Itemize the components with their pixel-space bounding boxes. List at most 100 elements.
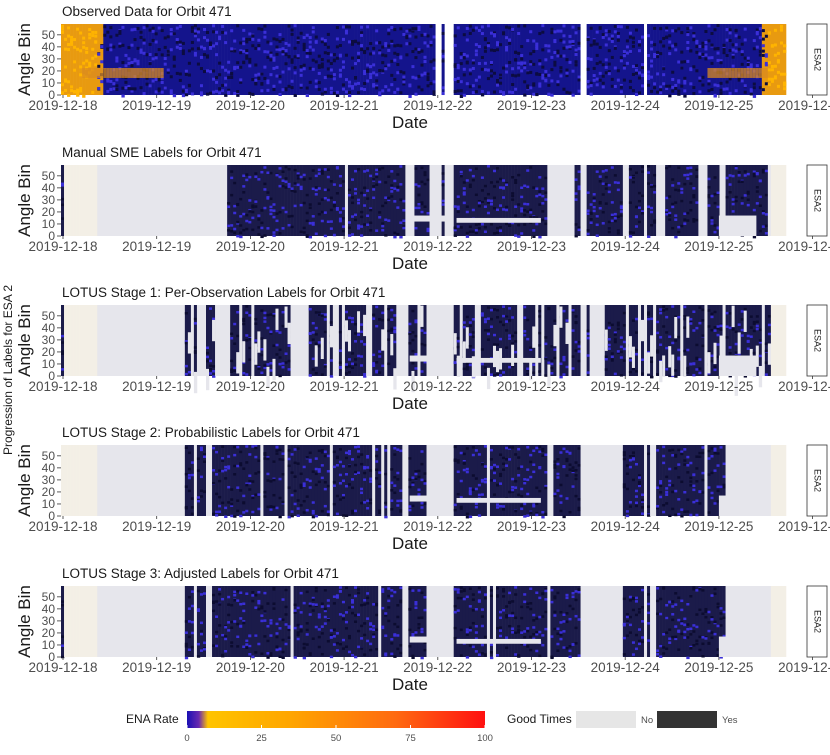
chart-panel-3: LOTUS Stage 1: Per-Observation Labels fo… [15,285,830,413]
good-time-column [317,445,322,516]
bad-time-column [124,305,128,376]
y-tick-label: 0 [48,650,55,664]
y-tick-label: 50 [42,309,56,323]
good-time-column [665,305,669,376]
bad-time-column [653,586,657,657]
bad-time-column [109,445,113,516]
bad-time-column [73,305,77,376]
bad-time-column [435,305,439,376]
good-time-column [598,165,603,236]
good-time-column [535,165,539,236]
good-time-column [408,305,412,376]
heat-column [390,24,394,95]
bad-time-column [773,305,778,376]
bad-time-column [426,586,430,657]
x-tick-label: 2019-12-24 [591,239,661,254]
good-time-column [344,445,349,516]
good-time-column [456,165,461,236]
bad-time-column [589,445,593,516]
chart-panel-2: Manual SME Labels for Orbit 471ESA201020… [15,145,830,273]
good-time-column [420,165,424,236]
heat-column [366,24,370,95]
bad-time-column [547,445,551,516]
bad-time-column [305,305,310,376]
bad-time-column [565,165,569,236]
bad-time-column [559,165,563,236]
good-time-column [202,445,207,516]
good-time-column [625,445,630,516]
bad-time-column [100,305,104,376]
heat-column [218,24,222,95]
good-time-column [656,586,660,657]
bad-time-column [441,445,445,516]
bad-time-column [429,165,433,236]
good-time-column [233,445,237,516]
bad-time-column [187,165,192,236]
legend-good-yes-swatch [657,711,717,728]
good-time-column [230,445,234,516]
bad-time-column [115,586,119,657]
bad-time-column [193,445,198,516]
y-axis-label: Angle Bin [15,304,34,377]
good-time-column [471,445,476,516]
good-time-column [299,445,303,516]
x-tick-label: 2019-12-21 [310,519,379,534]
heat-column [308,24,313,95]
bad-time-column [124,445,128,516]
x-tick-label: 2019-12-22 [403,379,472,394]
good-time-column [577,165,581,236]
good-time-column [692,445,696,516]
good-time-column [212,445,216,516]
heat-column [523,24,527,95]
bad-time-column [550,165,554,236]
good-time-column [553,586,557,657]
bad-time-column [622,165,627,236]
good-time-column [275,165,279,236]
panel-title: Observed Data for Orbit 471 [62,4,232,19]
bad-time-column [148,445,152,516]
good-time-column [631,305,636,376]
heat-column [474,24,479,95]
bad-time-column [761,445,766,516]
heat-column [293,24,297,95]
good-time-column [384,445,388,516]
good-time-column [224,586,228,657]
good-time-column [302,445,306,516]
good-time-column [740,305,745,376]
bad-time-column [556,165,560,236]
good-time-column [196,586,201,657]
good-time-column [550,305,554,376]
bad-time-column [70,445,74,516]
good-time-column [417,165,421,236]
bad-time-column [296,305,300,376]
good-time-column [468,165,473,236]
good-time-column [713,165,717,236]
heat-column [82,24,86,95]
good-time-column [568,445,572,516]
bad-time-column [592,305,596,376]
bad-time-column [613,586,618,657]
heat-column [109,24,113,95]
heat-column [354,24,358,95]
good-time-column [505,445,509,516]
good-time-column [272,305,276,376]
x-tick-label: 2019-12-25 [684,519,753,534]
bad-time-column [64,305,68,376]
bad-time-column [704,165,708,236]
good-time-column [462,586,467,657]
bad-time-column [178,305,183,376]
bad-time-column [136,165,140,236]
good-time-column [242,445,246,516]
good-time-column [477,445,482,516]
good-time-column [453,586,458,657]
y-tick-label: 40 [42,461,56,475]
good-time-column [196,445,201,516]
bad-time-column [88,165,92,236]
good-time-column [363,586,367,657]
heat-column [616,24,621,95]
good-time-column [471,165,476,236]
x-tick-label: 2019-12-25 [684,660,753,675]
good-time-column [710,586,714,657]
good-time-column [650,165,654,236]
bad-time-column [160,445,165,516]
